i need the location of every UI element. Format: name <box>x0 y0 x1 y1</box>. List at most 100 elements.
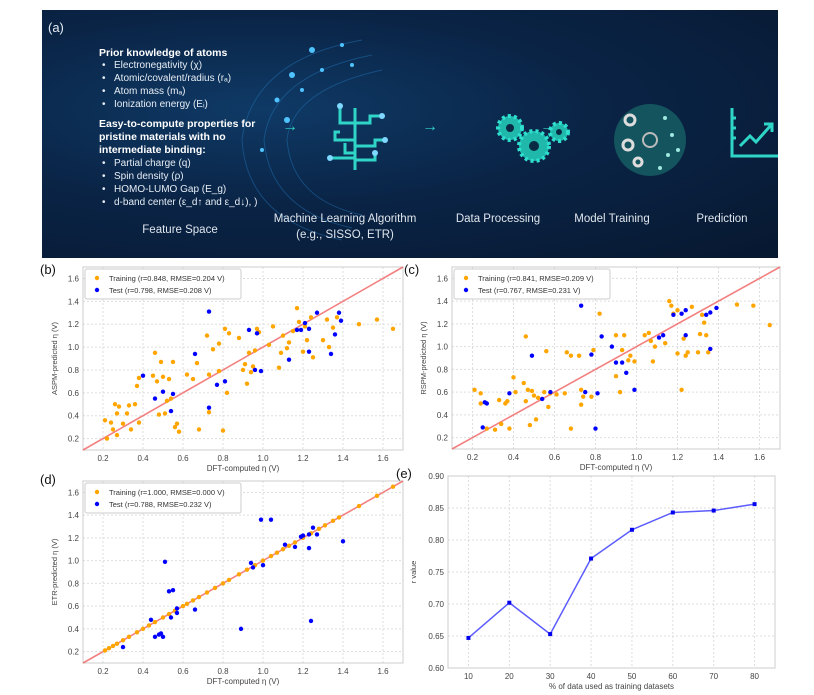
easy-item: Spin density (ρ) <box>102 171 184 182</box>
x-tick-label: 70 <box>709 672 718 681</box>
x-tick-label: 0.6 <box>177 667 189 676</box>
training-point <box>276 365 282 370</box>
y-tick-label: 0.2 <box>68 648 80 657</box>
plot-frame <box>82 480 404 664</box>
test-point <box>250 565 256 570</box>
y-tick-label: 1.2 <box>68 320 80 329</box>
training-point <box>302 324 308 329</box>
training-point <box>290 328 296 334</box>
training-point <box>472 387 477 393</box>
test-point <box>480 425 485 430</box>
training-point <box>675 308 680 313</box>
test-point <box>258 368 264 374</box>
chart-d: 0.2 0.4 0.6 0.8 1.0 1.2 1.4 1.6 0.2 0.4 0.6 0.8 1.0 1… <box>50 480 404 686</box>
training-point <box>578 387 584 393</box>
test-point <box>238 626 244 632</box>
test-point <box>336 310 342 315</box>
test-point <box>660 333 666 338</box>
training-point <box>527 422 533 428</box>
training-point <box>564 350 569 355</box>
test-point <box>168 615 174 620</box>
training-point <box>294 305 300 311</box>
training-point <box>190 598 196 603</box>
y-tick-label: 0.90 <box>428 472 444 481</box>
training-point <box>562 391 567 396</box>
training-point <box>484 426 490 431</box>
x-tick-label: 30 <box>546 672 555 681</box>
test-point <box>507 391 512 396</box>
test-point <box>613 360 619 365</box>
training-point <box>589 394 594 399</box>
easy-item: HOMO-LUMO Gap (E_g) <box>102 184 226 195</box>
test-point <box>170 391 176 397</box>
test-point <box>683 308 688 313</box>
training-point <box>667 298 672 304</box>
training-point <box>734 302 740 307</box>
training-point <box>110 427 116 432</box>
legend-marker <box>463 287 469 293</box>
test-point <box>192 607 198 612</box>
training-point <box>499 421 504 427</box>
training-point <box>146 623 152 628</box>
r-value-line <box>467 503 755 639</box>
training-point <box>250 364 256 369</box>
training-point <box>280 333 286 338</box>
training-point <box>114 432 120 438</box>
y-tick-label: 1.2 <box>437 320 449 329</box>
test-point <box>246 327 252 333</box>
test-point <box>314 532 320 537</box>
training-point <box>106 646 112 651</box>
training-point <box>632 359 637 364</box>
training-point <box>126 634 132 640</box>
training-point <box>116 404 122 409</box>
training-point <box>492 427 498 432</box>
y-tick-label: 0.4 <box>68 625 80 634</box>
y-tick-label: 1.0 <box>68 343 80 352</box>
prior-knowledge-heading: Prior knowledge of atoms <box>99 47 228 59</box>
test-point <box>484 401 490 406</box>
y-axis-label: RSPM-predicted η (V) <box>419 321 428 395</box>
training-point <box>578 402 584 407</box>
training-point <box>701 320 707 325</box>
training-point <box>356 503 362 509</box>
training-point <box>220 581 226 586</box>
training-point <box>531 393 537 398</box>
legend-marker <box>94 501 100 507</box>
data-point <box>670 510 675 515</box>
training-point <box>152 350 158 355</box>
training-point <box>244 567 250 572</box>
y-tick-label: 1.2 <box>68 534 80 543</box>
y-tick-label: 0.65 <box>428 632 444 641</box>
training-point <box>132 402 138 407</box>
x-tick-label: 1.0 <box>257 667 269 676</box>
test-point <box>214 382 220 388</box>
test-point <box>166 589 172 594</box>
x-tick-label: 0.8 <box>590 453 602 462</box>
training-point <box>216 368 222 374</box>
test-point <box>306 326 312 331</box>
training-point <box>576 353 582 358</box>
step-label-ml: Machine Learning Algorithm <box>273 213 417 225</box>
easy-heading: Easy-to-compute properties for <box>99 118 256 130</box>
training-point <box>240 367 246 373</box>
training-point <box>334 315 340 320</box>
plot-frame <box>451 266 781 450</box>
legend-marker <box>94 275 100 281</box>
training-point <box>168 396 174 401</box>
training-point <box>226 577 232 583</box>
legend-box <box>453 268 611 300</box>
training-point <box>162 411 168 416</box>
x-tick-label: 1.2 <box>297 454 309 463</box>
x-tick-label: 40 <box>587 672 596 681</box>
test-point <box>152 396 158 401</box>
algorithm-tree-icon <box>327 103 388 170</box>
prior-item: Atom mass (mₐ) <box>102 86 186 97</box>
y-axis-label: ETR-predicted η (V) <box>50 538 59 605</box>
training-point <box>679 387 684 393</box>
test-point <box>268 517 274 522</box>
data-point <box>548 632 553 637</box>
test-point <box>298 327 304 333</box>
test-point <box>583 389 588 395</box>
test-point <box>254 331 260 336</box>
chart-b: 0.2 0.4 0.6 0.8 1.0 1.2 1.4 1.6 0.2 0.4 0.6 0.8 1.0 1… <box>50 266 404 473</box>
